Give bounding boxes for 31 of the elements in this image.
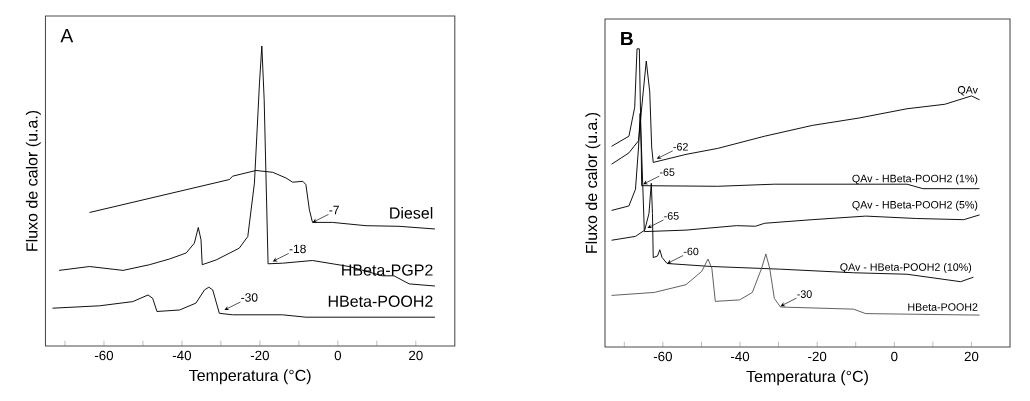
- x-tick-label: -40: [172, 350, 192, 361]
- x-tick-label: -60: [94, 350, 114, 361]
- series-label: HBeta-POOH2: [328, 295, 433, 307]
- annotation: -65: [664, 212, 679, 220]
- x-tick-label: -20: [808, 351, 827, 362]
- series-label: QAv - HBeta-POOH2 (5%): [852, 200, 978, 211]
- x-tick-label: -20: [250, 350, 269, 361]
- annotation: -18: [289, 244, 306, 254]
- annotation: -30: [241, 293, 258, 302]
- y-axis-title: Fluxo de calor (u.a.): [25, 110, 41, 251]
- series-label: HBeta-POOH2: [908, 303, 978, 311]
- x-tick-label: 20: [409, 350, 423, 361]
- x-tick-label: 0: [891, 351, 898, 362]
- x-tick-label: -60: [653, 351, 672, 362]
- series-label: QAv: [957, 86, 978, 96]
- text: B: [621, 31, 633, 46]
- annotation: -62: [673, 143, 688, 151]
- text: A: [60, 28, 74, 43]
- x-tick-label: 0: [334, 350, 342, 361]
- annotation: -30: [797, 290, 812, 298]
- series-label: QAv - HBeta-POOH2 (1%): [852, 174, 978, 185]
- annotation: -65: [659, 168, 675, 176]
- x-axis-title: Temperatura (°C): [746, 370, 868, 386]
- x-tick-label: 20: [964, 351, 979, 362]
- x-tick-label: -40: [730, 351, 750, 362]
- annotation: -7: [329, 205, 339, 215]
- annotation: -60: [683, 247, 699, 256]
- series-label: Diesel: [390, 206, 433, 219]
- series-label: QAv - HBeta-POOH2 (10%): [840, 263, 972, 273]
- x-axis-title: Temperatura (°C): [189, 369, 311, 385]
- y-axis-title: Fluxo de calor (u.a.): [585, 112, 601, 253]
